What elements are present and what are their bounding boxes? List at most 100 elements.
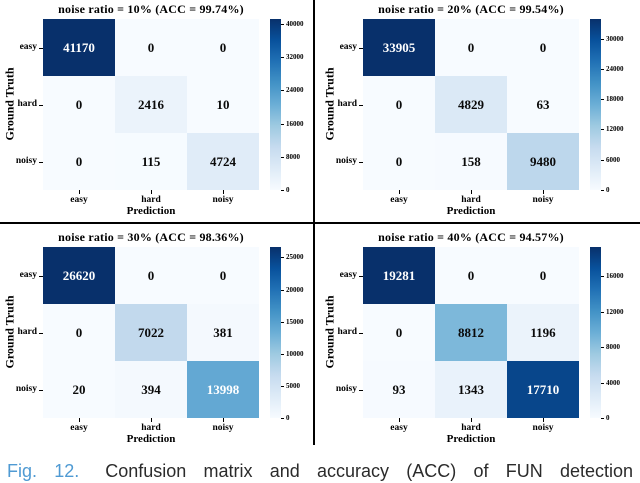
colorbar-gradient: [270, 19, 281, 190]
colorbar-tick-label: 0: [606, 414, 610, 422]
colorbar-tick-mark: [601, 38, 604, 40]
x-tick-mark: [79, 418, 80, 422]
figure-caption: Fig. 12. Confusion matrix and accuracy (A…: [7, 461, 633, 483]
colorbar-tick-label: 16000: [286, 119, 304, 128]
colorbar-tick-mark: [281, 418, 284, 419]
x-tick-label: noisy: [212, 423, 234, 433]
colorbar-tick-label: 5000: [286, 381, 300, 390]
y-tick-mark: [359, 161, 363, 163]
matrix-cell: 0: [435, 19, 507, 76]
colorbar-tick-mark: [601, 190, 604, 191]
colorbar-tick-label: 32000: [286, 53, 304, 62]
colorbar-tick-label: 4000: [606, 378, 620, 387]
confusion-matrix: 41170 0 0 0 2416 10 0 115 4724: [43, 19, 259, 190]
colorbar-tick-mark: [281, 23, 284, 25]
y-tick-label: noisy: [15, 156, 37, 166]
quadrant-divider-horizontal: [0, 222, 640, 224]
matrix-cell: 0: [187, 19, 259, 76]
y-tick-label: easy: [19, 42, 37, 52]
colorbar-tick-mark: [601, 68, 604, 70]
plot-title: noise ratio = 30% (ACC = 98.36%): [58, 230, 244, 244]
colorbar-tick-mark: [601, 311, 604, 313]
matrix-cell: 0: [115, 19, 187, 76]
colorbar-tick-label: 40000: [286, 19, 304, 28]
matrix-cell: 7022: [115, 304, 187, 361]
matrix-cell: 0: [43, 304, 115, 361]
colorbar-tick-mark: [601, 382, 604, 384]
y-tick-mark: [359, 47, 363, 49]
x-tick-mark: [543, 190, 544, 194]
matrix-cell: 13998: [187, 361, 259, 418]
x-tick-mark: [151, 190, 152, 194]
colorbar-tick-mark: [281, 90, 284, 92]
x-tick-mark: [79, 190, 80, 194]
colorbar-tick-label: 20000: [286, 285, 304, 294]
colorbar-tick-mark: [281, 289, 284, 291]
colorbar-tick-label: 18000: [606, 95, 624, 104]
x-tick-label: hard: [461, 195, 481, 205]
x-axis-label: Prediction: [126, 205, 176, 217]
x-tick-mark: [399, 418, 400, 422]
matrix-cell: 9480: [507, 133, 579, 190]
plot-title: noise ratio = 40% (ACC = 94.57%): [378, 230, 564, 244]
colorbar-tick-label: 0: [286, 186, 290, 194]
colorbar-gradient: [590, 19, 601, 190]
matrix-cell: 115: [115, 133, 187, 190]
colorbar-tick-mark: [281, 57, 284, 59]
y-tick-label: hard: [337, 327, 357, 337]
matrix-cell: 19281: [363, 247, 435, 304]
matrix-cell: 4829: [435, 76, 507, 133]
colorbar-tick-mark: [281, 353, 284, 355]
x-axis-label: Prediction: [126, 433, 176, 445]
y-tick-label: easy: [339, 270, 357, 280]
colorbar-tick-label: 24000: [286, 86, 304, 95]
y-tick-label: easy: [19, 270, 37, 280]
colorbar-tick-label: 6000: [606, 155, 620, 164]
colorbar-tick-label: 0: [286, 414, 290, 422]
plot-title: noise ratio = 10% (ACC = 99.74%): [58, 2, 244, 16]
colorbar-tick-label: 10000: [286, 349, 304, 358]
x-tick-label: noisy: [532, 423, 554, 433]
x-axis-label: Prediction: [446, 433, 496, 445]
matrix-cell: 0: [507, 247, 579, 304]
colorbar-tick-mark: [281, 123, 284, 125]
y-tick-mark: [359, 275, 363, 277]
matrix-cell: 2416: [115, 76, 187, 133]
matrix-cell: 10: [187, 76, 259, 133]
colorbar-tick-mark: [601, 276, 604, 278]
x-tick-label: noisy: [532, 195, 554, 205]
colorbar-tick-label: 0: [606, 186, 610, 194]
matrix-cell: 394: [115, 361, 187, 418]
y-tick-label: noisy: [335, 156, 357, 166]
matrix-cell: 0: [43, 133, 115, 190]
x-tick-mark: [223, 190, 224, 194]
colorbar-tick-mark: [601, 418, 604, 419]
subplot-noise-ratio-40: noise ratio = 40% (ACC = 94.57%) Ground …: [320, 228, 640, 450]
matrix-cell: 1196: [507, 304, 579, 361]
x-tick-label: easy: [390, 423, 408, 433]
x-tick-mark: [543, 418, 544, 422]
colorbar-tick-mark: [601, 347, 604, 349]
colorbar-tick-mark: [281, 257, 284, 259]
colorbar-tick-mark: [281, 190, 284, 191]
colorbar-tick-mark: [601, 99, 604, 101]
y-tick-label: noisy: [15, 384, 37, 394]
colorbar-tick-mark: [601, 159, 604, 161]
y-tick-label: easy: [339, 42, 357, 52]
y-tick-mark: [39, 47, 43, 49]
colorbar-gradient: [270, 247, 281, 418]
matrix-cell: 1343: [435, 361, 507, 418]
matrix-cell: 158: [435, 133, 507, 190]
matrix-cell: 381: [187, 304, 259, 361]
subplot-noise-ratio-30: noise ratio = 30% (ACC = 98.36%) Ground …: [0, 228, 320, 450]
y-tick-mark: [39, 161, 43, 163]
subplot-noise-ratio-20: noise ratio = 20% (ACC = 99.54%) Ground …: [320, 0, 640, 222]
x-tick-mark: [471, 190, 472, 194]
x-tick-label: easy: [70, 423, 88, 433]
y-tick-mark: [39, 332, 43, 334]
colorbar-tick-label: 8000: [286, 152, 300, 161]
x-tick-label: noisy: [212, 195, 234, 205]
y-tick-mark: [359, 104, 363, 106]
y-tick-mark: [359, 389, 363, 391]
matrix-cell: 0: [363, 76, 435, 133]
